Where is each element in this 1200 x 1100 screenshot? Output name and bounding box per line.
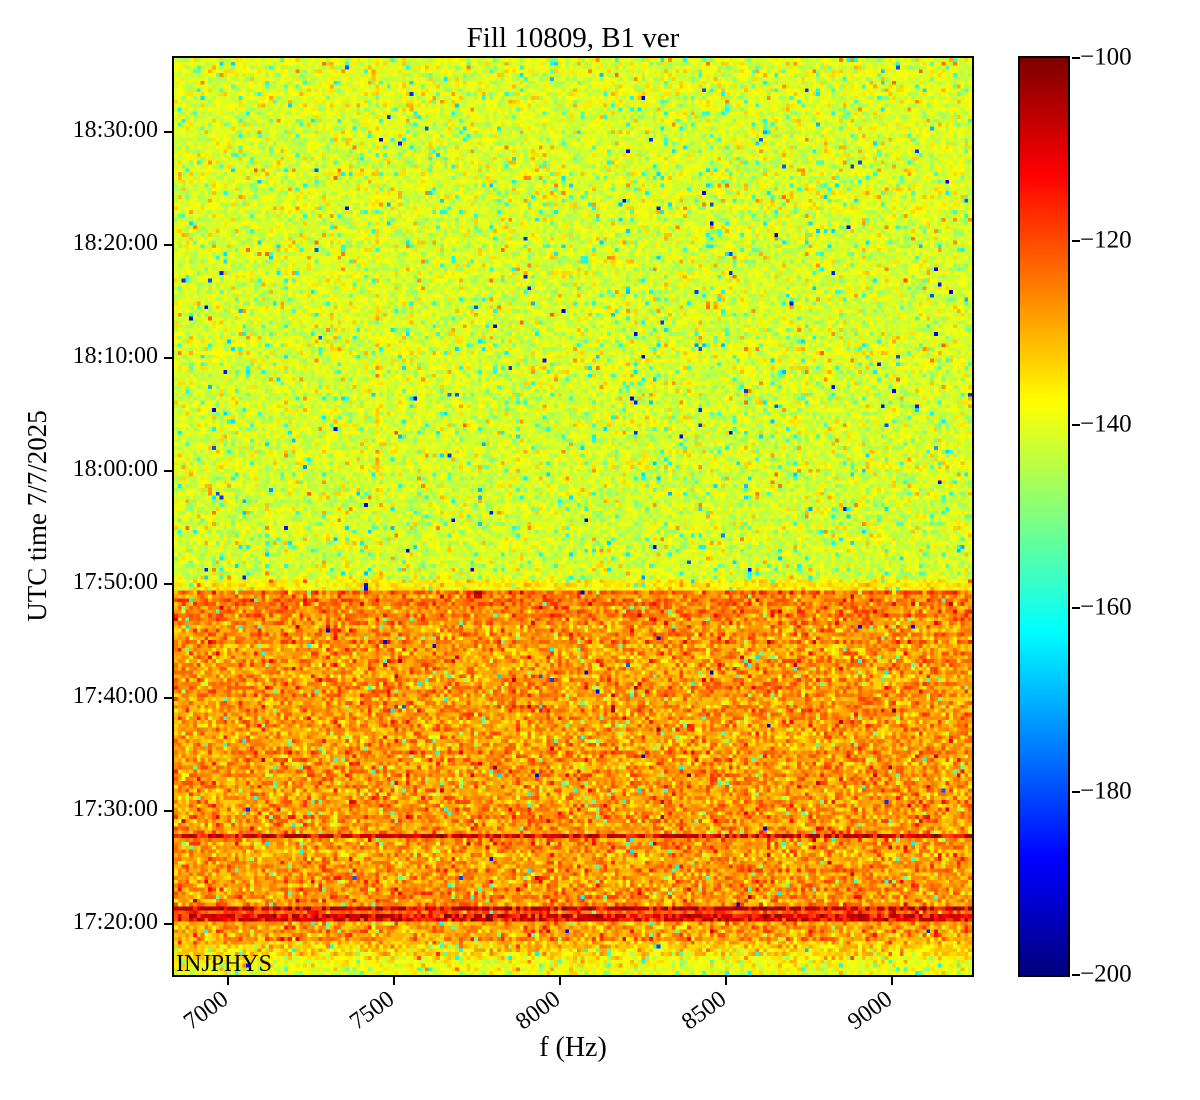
plot-title: Fill 10809, B1 ver	[466, 22, 680, 54]
y-tick-label: 18:00:00	[72, 456, 158, 483]
spectrogram-canvas	[174, 58, 972, 975]
x-tick-label: 7000	[179, 986, 234, 1036]
y-tick-mark	[164, 583, 172, 586]
colorbar-tick-label: −120	[1080, 226, 1132, 254]
colorbar	[1018, 56, 1070, 977]
y-tick-label: 17:40:00	[72, 682, 158, 709]
colorbar-tick-label: −140	[1080, 410, 1132, 438]
y-tick-mark	[164, 923, 172, 926]
colorbar-tick-mark	[1072, 240, 1080, 243]
colorbar-tick-label: −160	[1080, 593, 1132, 621]
colorbar-tick-label: −180	[1080, 777, 1132, 805]
colorbar-tick-label: −200	[1080, 960, 1132, 988]
injphys-annotation: INJPHYS	[176, 951, 273, 977]
y-tick-label: 17:50:00	[72, 569, 158, 596]
x-tick-mark	[725, 977, 728, 985]
x-tick-label: 8000	[511, 986, 566, 1036]
colorbar-tick-mark	[1072, 57, 1080, 59]
colorbar-tick-mark	[1072, 423, 1080, 426]
y-tick-mark	[164, 357, 172, 359]
x-tick-mark	[891, 977, 894, 985]
y-tick-label: 18:30:00	[72, 116, 158, 143]
x-tick-label: 8500	[677, 986, 732, 1036]
y-tick-mark	[164, 809, 172, 812]
x-tick-label: 7500	[345, 986, 400, 1036]
colorbar-tick-mark	[1072, 974, 1080, 976]
x-tick-mark	[393, 977, 396, 985]
x-tick-mark	[559, 977, 562, 985]
colorbar-tick-mark	[1072, 790, 1080, 793]
y-tick-label: 17:30:00	[72, 795, 158, 822]
colorbar-tick-label: −100	[1080, 43, 1132, 71]
y-tick-label: 17:20:00	[72, 909, 158, 936]
colorbar-canvas	[1020, 58, 1068, 975]
y-tick-mark	[164, 130, 172, 133]
y-tick-mark	[164, 696, 172, 699]
x-axis-label: f (Hz)	[539, 1032, 607, 1063]
x-tick-label: 9000	[843, 986, 898, 1036]
y-tick-mark	[164, 470, 172, 473]
colorbar-tick-mark	[1072, 607, 1080, 610]
y-tick-label: 18:20:00	[72, 229, 158, 256]
y-tick-label: 18:10:00	[72, 343, 158, 370]
y-tick-mark	[164, 243, 172, 246]
plot-area: INJPHYS	[172, 56, 974, 977]
x-tick-mark	[227, 977, 230, 985]
